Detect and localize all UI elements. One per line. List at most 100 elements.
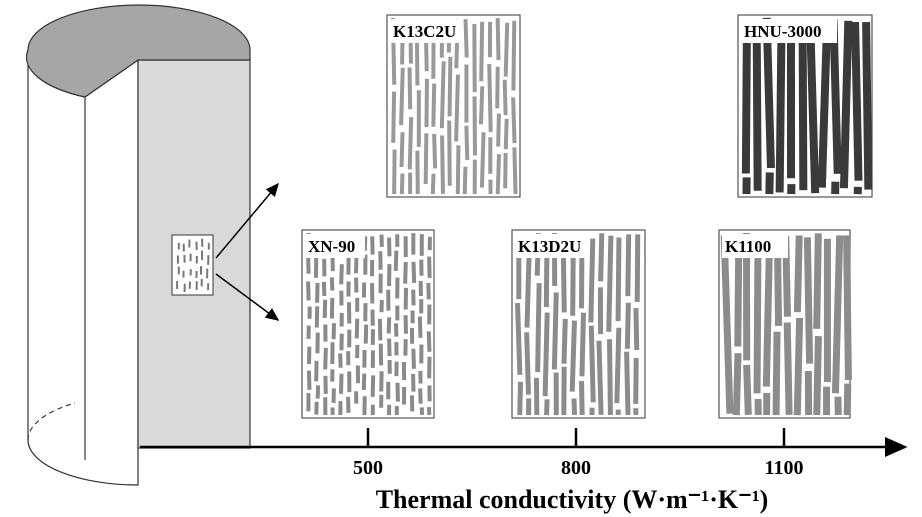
panel-label: K1100 — [725, 237, 771, 256]
label-bg — [722, 234, 788, 258]
fiber — [773, 238, 783, 326]
fiber — [589, 407, 595, 416]
fiber — [831, 181, 840, 195]
fiber — [355, 297, 360, 312]
fiber — [370, 329, 375, 345]
fiber — [322, 258, 327, 277]
fiber — [569, 320, 577, 392]
fiber — [362, 396, 367, 416]
fiber — [346, 396, 351, 413]
fiber — [176, 255, 179, 264]
label-bg — [390, 19, 460, 43]
fiber — [355, 365, 361, 384]
fiber — [427, 236, 432, 251]
fiber — [535, 282, 542, 373]
fiber — [323, 397, 328, 415]
fiber — [314, 306, 320, 328]
fiber — [487, 64, 493, 132]
fiber — [762, 17, 775, 169]
fiber — [395, 382, 400, 402]
fiber — [596, 340, 604, 415]
fiber — [401, 361, 407, 381]
fiber — [798, 23, 808, 191]
fiber — [411, 373, 416, 392]
fiber — [763, 392, 771, 416]
fiber — [392, 149, 397, 195]
fiber — [363, 254, 368, 275]
fiber — [339, 264, 344, 285]
fiber — [607, 339, 613, 415]
fiber — [387, 237, 392, 257]
fiber — [370, 404, 375, 416]
fiber — [411, 233, 416, 255]
fiber — [462, 166, 468, 195]
fiber — [463, 19, 469, 58]
fiber — [387, 264, 392, 287]
fiber — [588, 238, 596, 323]
fiber — [579, 380, 585, 415]
fiber — [399, 67, 405, 126]
fiber — [787, 184, 796, 195]
fiber — [432, 133, 438, 169]
fiber — [183, 283, 186, 293]
fiber — [561, 318, 568, 364]
fiber — [813, 233, 822, 329]
fiber — [346, 281, 351, 297]
fiber — [188, 281, 191, 289]
fiber — [322, 299, 328, 318]
fiber — [633, 307, 640, 351]
fiber — [306, 370, 312, 390]
fiber — [426, 282, 431, 300]
axis-label: Thermal conductivity (W·m⁻¹·K⁻¹) — [376, 485, 769, 514]
fiber — [614, 327, 622, 404]
fiber — [754, 398, 762, 415]
fiber — [393, 250, 399, 272]
fiber — [426, 406, 432, 415]
fiber — [542, 312, 550, 397]
fiber — [339, 290, 344, 306]
fiber — [823, 238, 831, 382]
fiber — [793, 317, 804, 416]
fiber — [487, 21, 493, 58]
panel-label: K13C2U — [393, 22, 456, 41]
fiber — [403, 236, 408, 258]
cylinder — [25, 4, 251, 486]
fiber — [195, 255, 198, 264]
fiber — [393, 323, 399, 337]
fiber — [200, 278, 203, 287]
fiber — [834, 396, 842, 415]
fiber — [370, 309, 375, 326]
fiber — [182, 243, 185, 252]
fiber — [503, 153, 508, 189]
fiber-panel: K1100 — [718, 229, 852, 419]
fiber — [843, 235, 852, 380]
fiber — [732, 353, 742, 416]
fiber — [561, 366, 567, 416]
fiber — [361, 373, 367, 390]
fiber — [440, 135, 445, 194]
fiber — [472, 23, 477, 93]
arrow — [215, 182, 279, 259]
fiber — [313, 256, 319, 278]
fiber — [606, 235, 614, 332]
fiber — [597, 287, 604, 335]
fiber — [378, 343, 384, 366]
fiber — [386, 317, 392, 334]
fiber — [839, 20, 853, 189]
fiber — [347, 329, 352, 348]
fiber — [496, 113, 501, 147]
fiber — [430, 173, 436, 195]
fiber — [419, 299, 424, 314]
arrow — [215, 273, 280, 321]
fiber — [403, 287, 409, 310]
fiber — [447, 120, 452, 186]
fiber — [742, 232, 751, 361]
fiber — [772, 331, 781, 416]
fiber — [315, 282, 320, 303]
fiber — [330, 369, 335, 382]
fiber — [588, 325, 596, 403]
fiber — [362, 349, 367, 368]
fiber — [395, 234, 400, 247]
fiber — [306, 325, 311, 339]
